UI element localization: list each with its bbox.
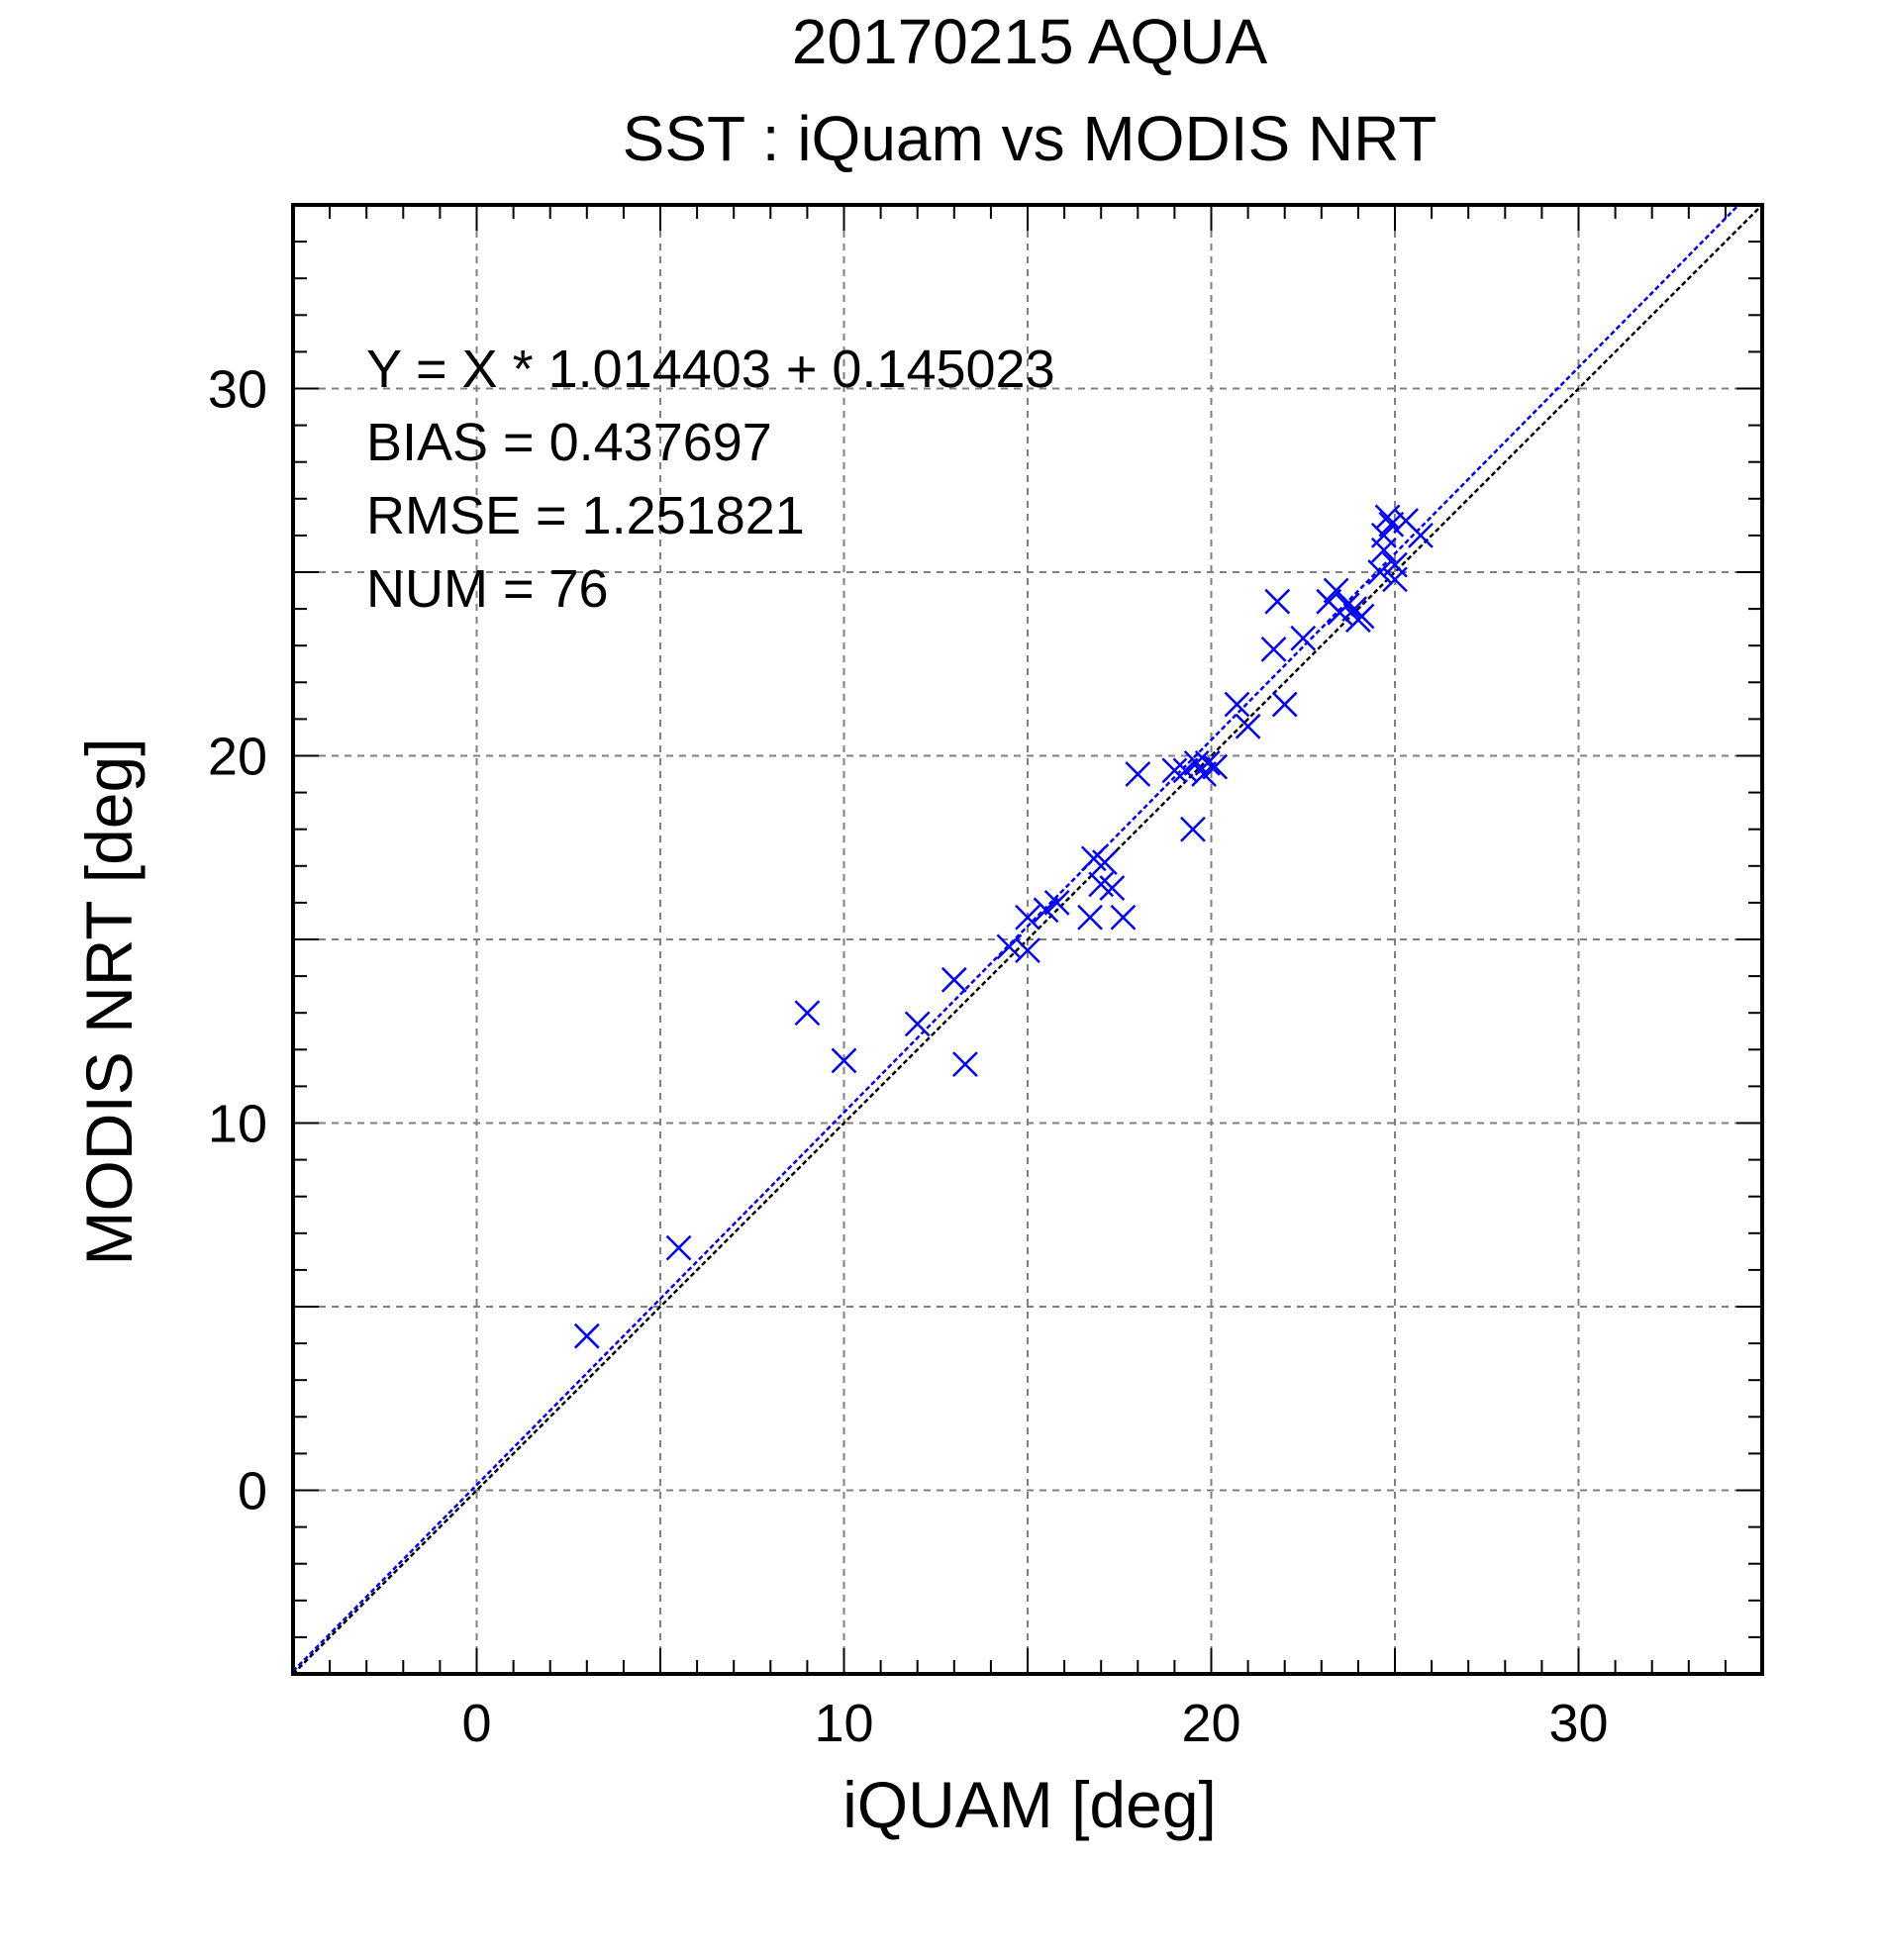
chart-title: 20170215 AQUA	[791, 6, 1268, 77]
data-point	[1015, 937, 1040, 964]
data-point	[1370, 537, 1397, 563]
data-point	[1382, 566, 1408, 593]
data-point	[1180, 816, 1206, 842]
x-tick-label: 0	[461, 1694, 491, 1753]
data-point	[1290, 625, 1317, 651]
data-point	[1264, 588, 1291, 615]
plot-frame	[291, 203, 1764, 1676]
count-stat: NUM = 76	[366, 559, 609, 619]
chart-subtitle: SST : iQuam vs MODIS NRT	[622, 103, 1437, 174]
data-point	[1110, 904, 1137, 931]
data-point	[1015, 904, 1040, 931]
data-point	[1099, 875, 1126, 901]
data-point	[1271, 691, 1298, 718]
y-tick-label: 10	[208, 1095, 267, 1154]
y-tick-label: 0	[238, 1462, 267, 1521]
x-tick-label: 20	[1181, 1694, 1240, 1753]
data-point	[1235, 713, 1261, 739]
data-point	[794, 1000, 821, 1027]
data-point	[1367, 559, 1394, 585]
data-point	[1260, 637, 1287, 662]
y-axis-label: MODIS NRT [deg]	[72, 737, 146, 1266]
data-point	[1378, 511, 1405, 538]
data-points	[573, 504, 1434, 1349]
data-point	[573, 1323, 600, 1349]
data-point	[996, 933, 1023, 960]
x-axis-label: iQUAM [deg]	[842, 1768, 1217, 1841]
data-point	[1125, 761, 1151, 787]
x-tick-label: 30	[1548, 1694, 1608, 1753]
data-point	[1033, 897, 1059, 924]
data-point	[1194, 750, 1221, 776]
regression-line	[292, 204, 1740, 1673]
rmse-stat: RMSE = 1.251821	[366, 486, 805, 545]
reference-lines	[292, 204, 1763, 1675]
data-point	[1043, 890, 1070, 916]
data-point	[940, 966, 967, 993]
y-tick-label: 30	[208, 360, 267, 420]
tick-labels: 0 10 20 30 0 10 20 30	[208, 360, 1609, 1754]
data-point	[1408, 523, 1434, 548]
data-point	[1161, 757, 1188, 784]
data-point	[1202, 753, 1229, 780]
data-point	[1224, 691, 1250, 718]
y-tick-label: 20	[208, 728, 267, 787]
data-point	[1092, 849, 1118, 875]
data-point	[1334, 592, 1360, 619]
data-point	[952, 1051, 978, 1078]
identity-line	[292, 204, 1763, 1675]
data-point	[831, 1047, 857, 1074]
bias-stat: BIAS = 0.437697	[366, 413, 772, 472]
data-point	[1077, 904, 1103, 931]
fit-equation: Y = X * 1.014403 + 0.145023	[366, 340, 1055, 399]
x-tick-label: 10	[814, 1694, 873, 1753]
data-point	[904, 1011, 931, 1037]
data-point	[1348, 603, 1375, 630]
data-point	[665, 1234, 692, 1261]
